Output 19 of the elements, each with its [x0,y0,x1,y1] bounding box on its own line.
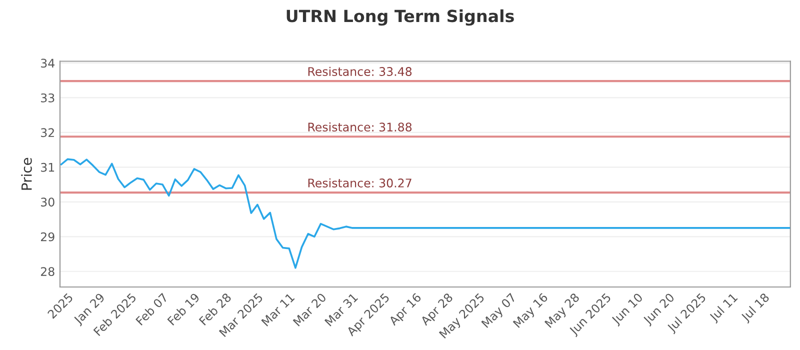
y-tick-label: 34 [41,58,54,68]
ref-line-label: Resistance: 33.48 [308,66,412,76]
x-tick-label: Feb 07 [135,292,168,326]
ref-line-label: Resistance: 30.27 [308,178,412,188]
y-axis-title: Price [21,158,32,190]
x-tick-label: Apr 16 [388,292,424,328]
y-tick-label: 31 [41,162,54,172]
y-tick-label: 33 [41,93,54,102]
x-tick-label: Jun 10 [610,292,645,327]
x-tick-label: Jul 11 [708,292,740,324]
chart-title: UTRN Long Term Signals [286,9,514,26]
y-tick-label: 28 [40,267,54,276]
x-tick-label: Jul 18 [740,292,772,324]
ref-line-label: Resistance: 31.88 [308,122,412,132]
y-tick-label: 29 [40,232,54,242]
x-tick-label: Feb 19 [166,292,200,326]
y-tick-label: 32 [41,128,54,138]
y-tick-label: 30 [41,198,54,207]
line-series [60,158,790,269]
